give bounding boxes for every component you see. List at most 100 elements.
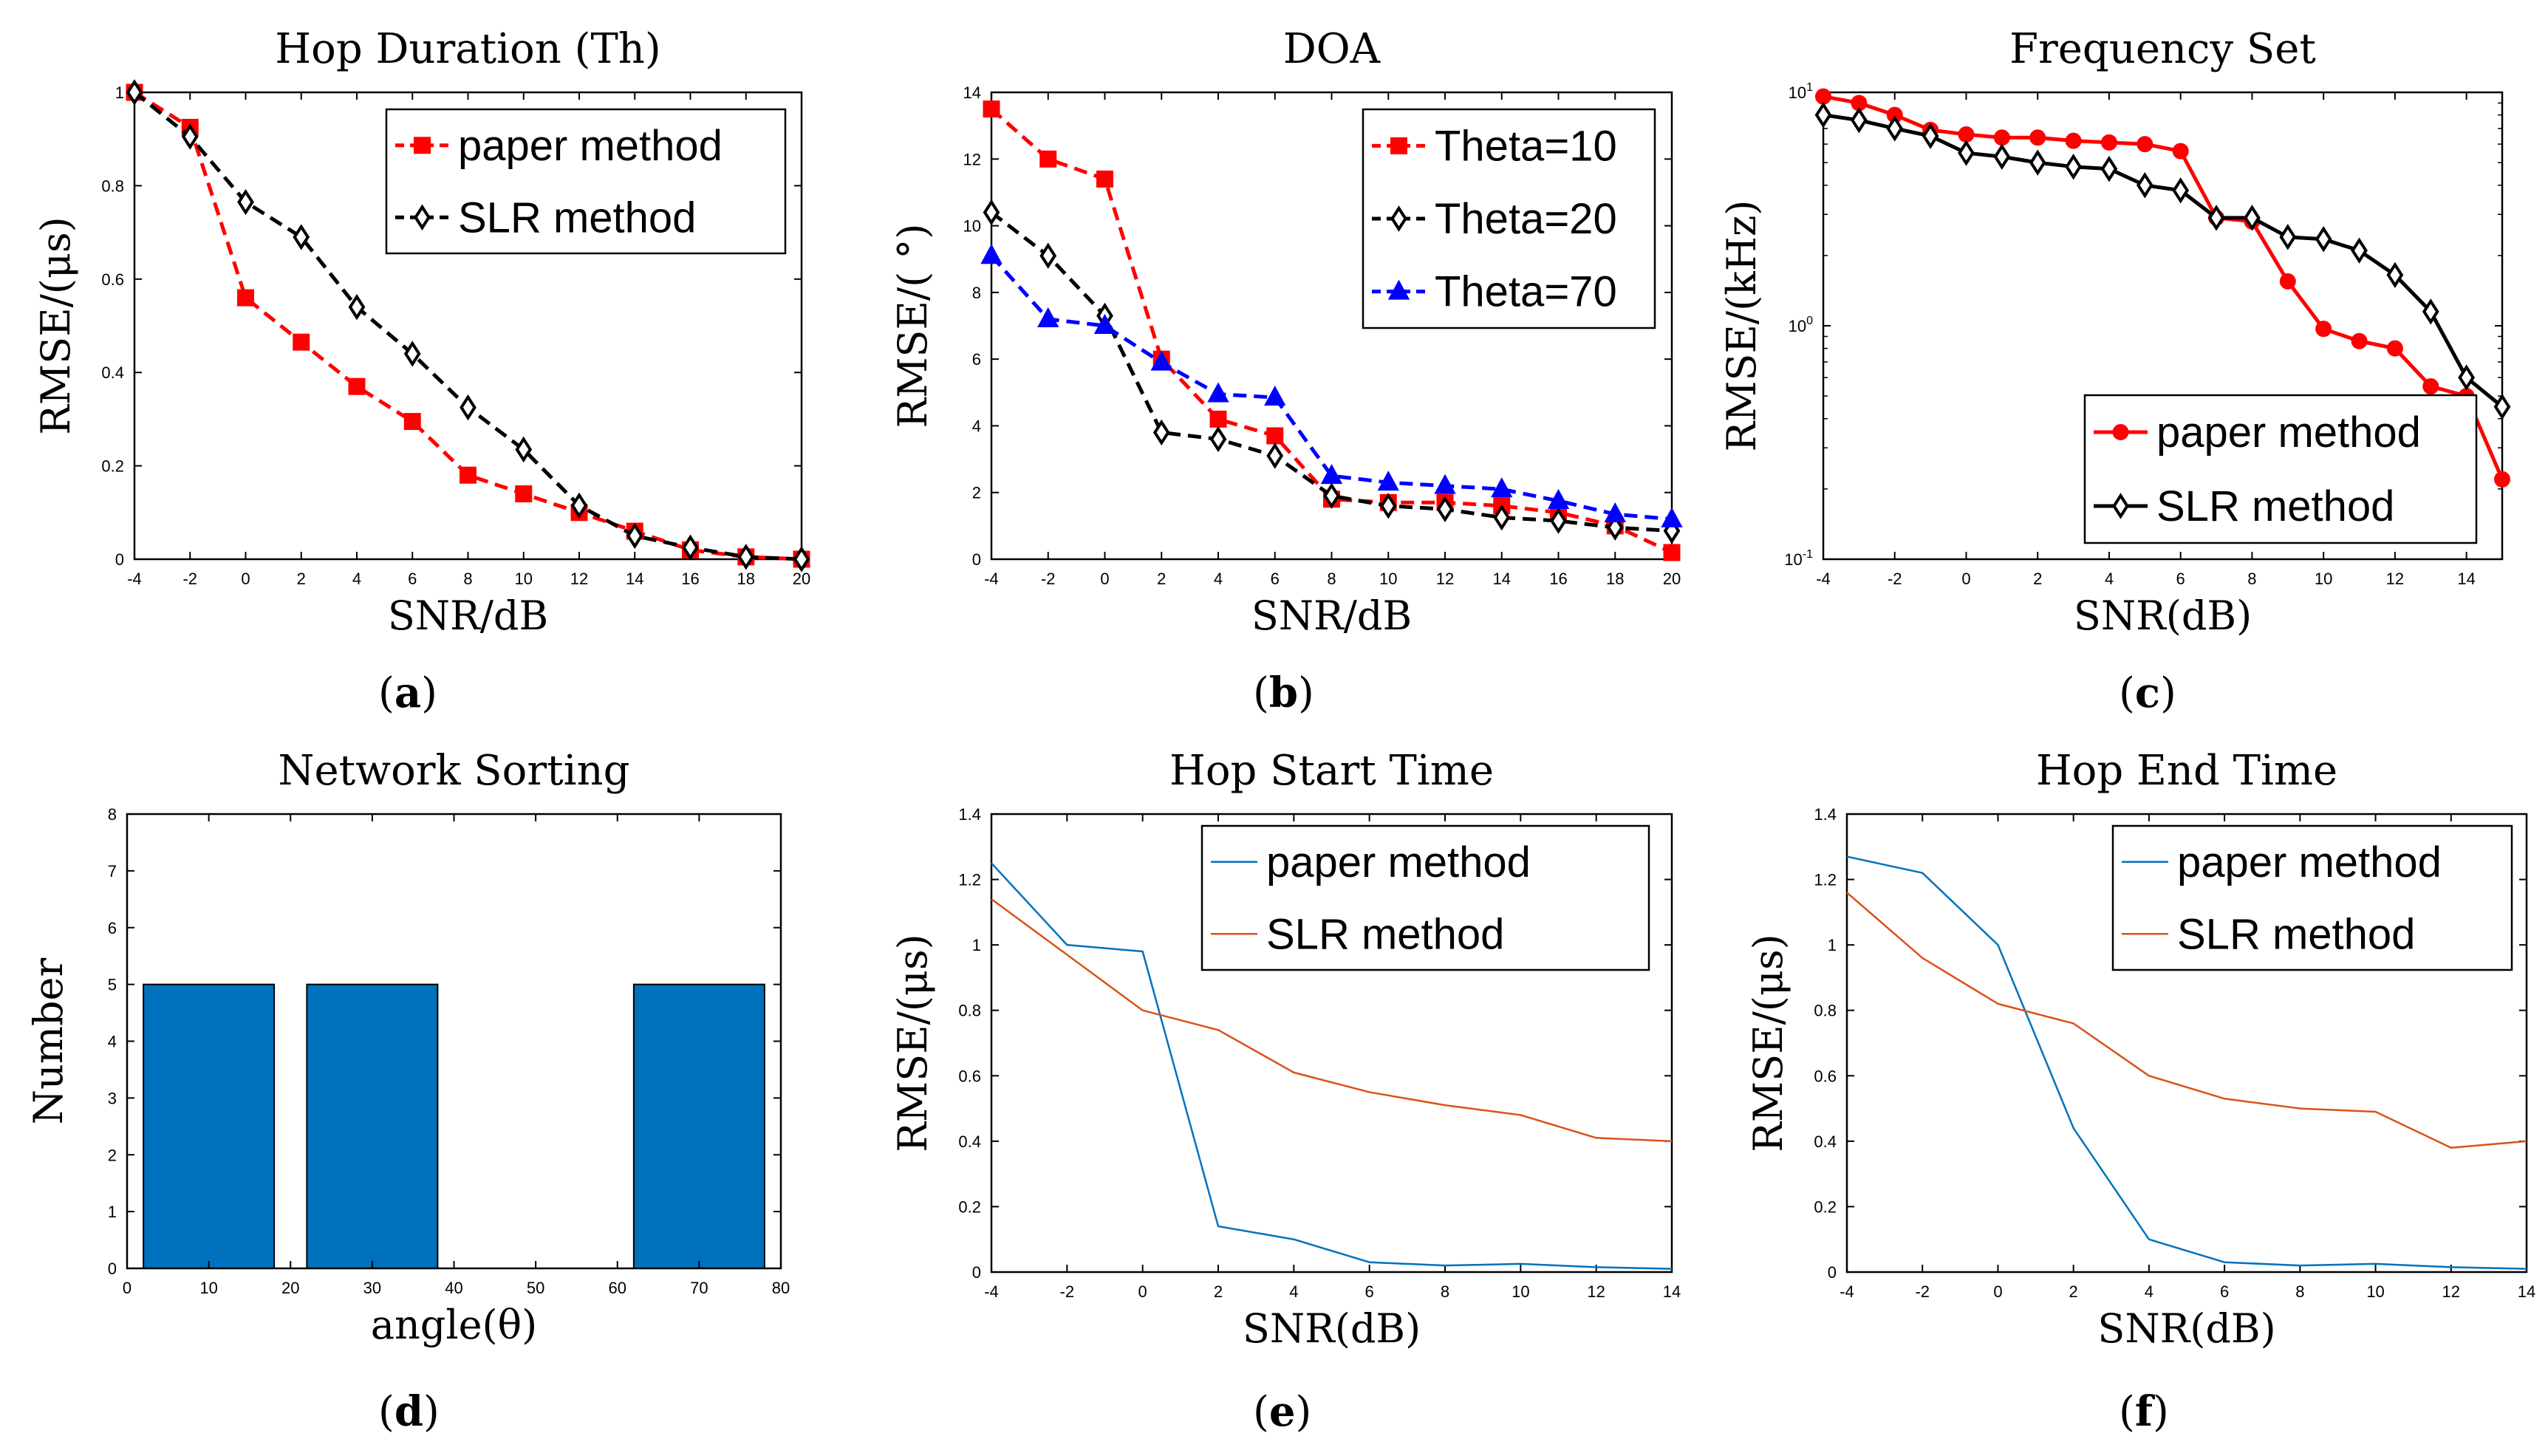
series-paper-method [991, 862, 1673, 1270]
y-tick-label: 14 [963, 83, 981, 102]
y-tick-label: 1 [1828, 936, 1837, 954]
data-point [2172, 143, 2189, 160]
data-point [1150, 350, 1172, 371]
legend-label: Theta=20 [1435, 195, 1617, 243]
x-tick-label: 8 [1441, 1282, 1449, 1301]
y-axis-label: RMSE/(μs) [1745, 934, 1792, 1152]
bar-70 [632, 983, 765, 1269]
data-point [1491, 477, 1513, 498]
data-point [1266, 427, 1284, 445]
x-tick-label: 2 [1214, 1282, 1223, 1301]
legend-label: Theta=70 [1435, 268, 1617, 316]
y-tick-label: 0 [972, 550, 981, 569]
x-tick-label: 10 [1379, 570, 1397, 588]
y-tick-label: 1.4 [1814, 805, 1837, 824]
data-point [348, 377, 366, 395]
data-point [1958, 140, 1975, 166]
x-axis-label: SNR/dB [1251, 592, 1412, 639]
data-point [1606, 514, 1624, 541]
data-point [1661, 507, 1683, 527]
y-tick-label: 10 [963, 217, 981, 236]
x-tick-label: 8 [2295, 1282, 2304, 1301]
y-tick-label: 1 [115, 83, 124, 102]
y-axis-label: RMSE/(kHz) [1718, 200, 1765, 452]
data-point [293, 333, 310, 351]
bar-10 [143, 983, 276, 1269]
chart-title: Hop End Time [2036, 747, 2337, 795]
y-tick-label: 8 [972, 284, 981, 302]
series-paper-method [1846, 855, 2527, 1270]
y-tick-label: 0.2 [958, 1197, 981, 1216]
panel-caption-f: (f) [2119, 1387, 2169, 1436]
y-tick-label: 1 [108, 1203, 117, 1221]
data-point [2207, 205, 2225, 231]
legend-label: paper method [1266, 838, 1531, 886]
x-tick-label: 4 [1214, 570, 1223, 588]
data-point [2029, 129, 2046, 146]
data-point [1814, 101, 1832, 129]
y-tick-label: 0.2 [1814, 1197, 1837, 1216]
x-tick-label: 2 [2069, 1282, 2078, 1301]
legend: paper method SLR method [2111, 824, 2513, 971]
data-point [737, 544, 755, 570]
legend-label: SLR method [2156, 482, 2394, 530]
y-axis-label: RMSE/(μs) [33, 216, 79, 435]
x-tick-label: 12 [1587, 1282, 1605, 1301]
x-tick-label: 14 [2518, 1282, 2535, 1301]
y-tick-label: 0.6 [958, 1067, 981, 1085]
y-tick-label: 2 [972, 484, 981, 502]
data-point [2065, 132, 2082, 149]
x-tick-label: 10 [1512, 1282, 1529, 1301]
data-point [1039, 242, 1057, 269]
x-tick-label: 14 [1493, 570, 1511, 588]
y-tick-label: 100 [1789, 315, 1813, 335]
x-tick-label: 0 [123, 1279, 132, 1297]
y-axis-label: RMSE/( °) [889, 224, 936, 428]
y-tick-label: 0.8 [1814, 1002, 1837, 1020]
legend: Theta=10 Theta=20 Theta=70 [1362, 108, 1656, 329]
x-tick-label: 60 [609, 1279, 626, 1297]
data-point [983, 199, 1000, 226]
data-point [403, 341, 421, 367]
x-tick-label: 14 [626, 570, 643, 588]
y-tick-label: 4 [972, 417, 981, 435]
data-point [2279, 224, 2297, 250]
y-tick-label: 101 [1789, 81, 1813, 102]
data-point [2100, 134, 2117, 151]
series-line [1823, 113, 2504, 409]
x-tick-label: 12 [570, 570, 588, 588]
data-point [2422, 378, 2439, 395]
data-point [1886, 115, 1904, 142]
data-point [2351, 332, 2368, 349]
series-line [1846, 892, 2527, 1149]
chart-1: -4 -2 0 2 4 6 8 10 12 14 16 18 20 0 2 4 6 8 10 12 14 DOA SNR/d… [889, 25, 1683, 639]
series-slr-method [126, 79, 810, 573]
chart-title: Hop Duration (Th) [275, 25, 660, 73]
data-point [682, 534, 699, 561]
data-point [2351, 237, 2368, 264]
x-axis-label: SNR(dB) [2097, 1305, 2275, 1352]
data-point [2172, 177, 2190, 204]
chart-title: Hop Start Time [1169, 747, 1494, 795]
data-point [793, 546, 810, 573]
data-point [1815, 88, 1831, 105]
y-axis-label: RMSE/(μs) [889, 934, 936, 1152]
data-point [237, 289, 254, 307]
x-tick-label: -4 [127, 570, 142, 588]
data-point [1096, 170, 1113, 188]
series-line [991, 862, 1673, 1270]
y-tick-label: 8 [108, 805, 117, 824]
x-tick-label: 20 [1663, 570, 1681, 588]
x-tick-label: -4 [1816, 570, 1831, 588]
x-tick-label: 0 [1138, 1282, 1147, 1301]
data-point [2244, 205, 2261, 231]
y-tick-label: 0.4 [101, 363, 124, 382]
legend: paper method SLR method [2083, 394, 2478, 544]
x-tick-label: 8 [463, 570, 472, 588]
x-tick-label: 10 [2366, 1282, 2384, 1301]
panel-caption-d: (d) [378, 1387, 440, 1436]
data-point [1264, 385, 1286, 406]
x-tick-label: -4 [1840, 1282, 1854, 1301]
y-axis-label: Number [25, 958, 72, 1125]
data-point [237, 188, 254, 216]
